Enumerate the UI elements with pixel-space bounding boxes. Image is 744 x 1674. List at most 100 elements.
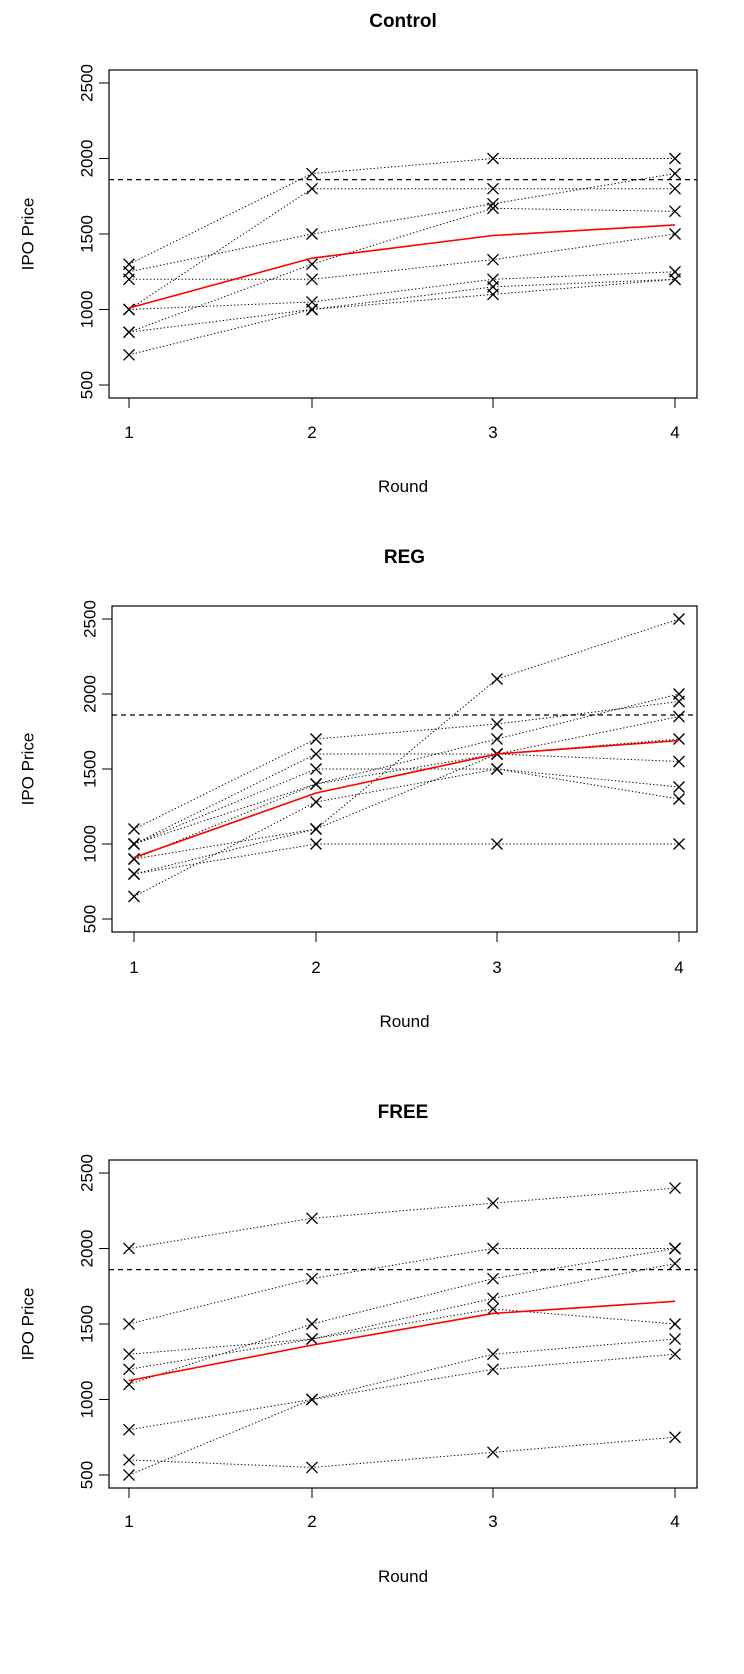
participant-line — [133, 701, 680, 830]
x-tick-label: 3 — [488, 1512, 497, 1531]
participant-line — [129, 233, 676, 280]
participant-marker — [306, 167, 318, 180]
participant-line — [128, 1338, 676, 1431]
plot-frame — [111, 605, 698, 933]
participant-line — [128, 1353, 676, 1476]
x-tick-label: 4 — [674, 958, 683, 977]
chart-title: REG — [384, 547, 425, 568]
participant-line — [133, 753, 680, 845]
participant-marker — [123, 1318, 135, 1330]
x-axis-label: Round — [378, 1567, 428, 1586]
x-tick-label: 2 — [311, 958, 320, 977]
x-tick-label: 3 — [488, 423, 497, 442]
y-axis-label: IPO Price — [19, 198, 38, 271]
participant-line — [128, 188, 675, 310]
participant-line — [133, 768, 680, 845]
participant-marker — [128, 868, 140, 880]
x-tick-label: 3 — [492, 958, 501, 977]
participant-marker — [487, 182, 499, 195]
x-tick-label: 1 — [129, 958, 138, 977]
participant-marker — [310, 733, 322, 745]
participant-marker — [306, 1272, 318, 1285]
chart-title: FREE — [378, 1102, 429, 1123]
participant-marker — [123, 326, 135, 339]
participant-marker — [669, 182, 681, 195]
participant-line — [128, 271, 676, 310]
participant-marker — [669, 1333, 681, 1346]
y-tick-label: 1000 — [78, 291, 97, 329]
participant-line — [133, 693, 680, 860]
participant-line — [133, 768, 680, 897]
participant-marker — [123, 1423, 135, 1436]
participant-marker — [673, 688, 685, 700]
free-panel: FREE 500 1000 1500 2000 2500 1 2 3 4 Round IPO Pric… — [19, 1102, 698, 1586]
x-axis-label: Round — [378, 477, 428, 496]
y-axis-label: IPO Price — [19, 733, 38, 806]
x-tick-label: 2 — [307, 1512, 316, 1531]
participant-marker — [487, 197, 499, 210]
participant-marker — [673, 781, 685, 793]
participant-marker — [673, 755, 685, 768]
participant-line — [133, 738, 680, 860]
participant-marker — [491, 838, 503, 850]
x-tick-label: 1 — [124, 1512, 133, 1531]
participant-marker — [669, 228, 681, 240]
participant-marker — [669, 1318, 681, 1330]
participant-marker — [123, 1469, 135, 1481]
participant-marker — [310, 796, 322, 808]
participant-marker — [669, 273, 681, 286]
participant-marker — [669, 152, 681, 165]
participant-marker — [123, 303, 135, 316]
participant-line — [128, 207, 676, 333]
y-tick-label: 2000 — [78, 1230, 97, 1268]
participant-marker — [306, 258, 318, 271]
participant-marker — [487, 253, 499, 266]
y-tick-label: 500 — [81, 905, 100, 933]
participant-marker — [669, 1257, 681, 1270]
participant-marker — [487, 1446, 499, 1459]
participant-line — [128, 278, 676, 333]
participant-marker — [310, 748, 322, 760]
participant-marker — [491, 733, 503, 745]
x-tick-label: 4 — [670, 1512, 679, 1531]
participant-marker — [669, 1431, 681, 1444]
participant-marker — [123, 348, 135, 361]
participant-marker — [487, 152, 499, 165]
participant-line — [128, 1248, 675, 1325]
y-axis-label: IPO Price — [19, 1288, 38, 1361]
y-tick-label: 500 — [78, 371, 97, 399]
participant-line — [128, 158, 675, 265]
participant-marker — [673, 613, 685, 625]
participant-marker — [128, 853, 140, 865]
y-tick-label: 1000 — [81, 825, 100, 863]
x-tick-label: 2 — [307, 423, 316, 442]
participant-marker — [128, 823, 140, 835]
participant-marker — [487, 1348, 499, 1361]
y-tick-label: 2500 — [78, 1154, 97, 1192]
participant-marker — [306, 1318, 318, 1330]
participant-marker — [491, 763, 503, 775]
participant-line — [133, 618, 680, 875]
participant-marker — [487, 1242, 499, 1255]
participant-marker — [669, 205, 681, 218]
mean-line — [133, 739, 680, 859]
participant-marker — [310, 838, 322, 850]
participant-marker — [669, 167, 681, 180]
participant-marker — [669, 1182, 681, 1195]
y-tick-label: 2500 — [78, 64, 97, 102]
y-tick-label: 2500 — [81, 600, 100, 638]
participant-marker — [306, 182, 318, 195]
plot-frame — [108, 69, 698, 399]
participant-marker — [487, 1197, 499, 1210]
participant-marker — [306, 303, 318, 316]
x-tick-label: 4 — [670, 423, 679, 442]
participant-marker — [310, 823, 322, 835]
y-tick-label: 1500 — [78, 215, 97, 253]
x-tick-label: 1 — [124, 423, 133, 442]
participant-marker — [487, 202, 499, 215]
participant-marker — [306, 228, 318, 240]
participant-marker — [310, 763, 322, 775]
participant-marker — [123, 1242, 135, 1255]
y-tick-label: 1500 — [81, 750, 100, 788]
